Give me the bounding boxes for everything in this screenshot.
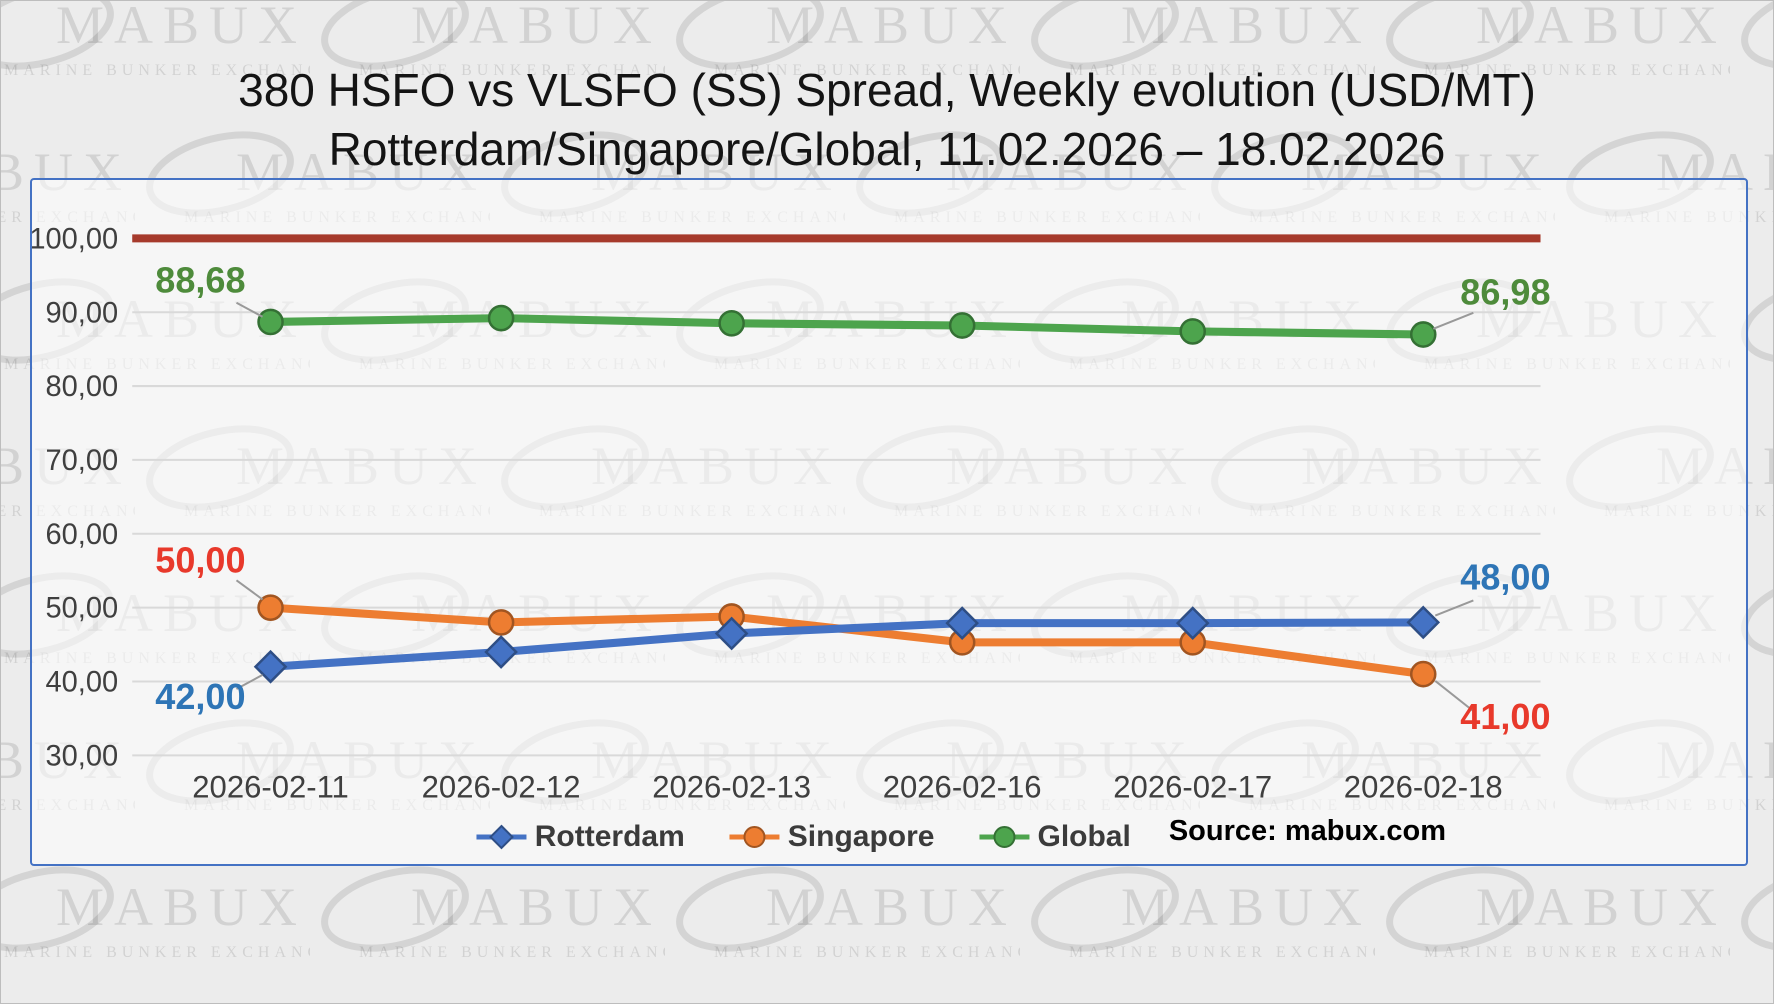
legend: Rotterdam Singapore Global (476, 820, 1131, 854)
svg-text:MARINE BUNKER EXCHANGE: MARINE BUNKER EXCHANGE (1424, 944, 1730, 961)
svg-text:MABUX: MABUX (1476, 877, 1727, 937)
singapore-circle-icon (729, 824, 781, 850)
svg-text:80,00: 80,00 (45, 371, 118, 403)
svg-text:2026-02-17: 2026-02-17 (1113, 770, 1272, 805)
svg-text:MARINE BUNKER EXCHANGE: MARINE BUNKER EXCHANGE (359, 944, 665, 961)
svg-text:2026-02-13: 2026-02-13 (652, 770, 811, 805)
chart-title-line2: Rotterdam/Singapore/Global, 11.02.2026 –… (328, 122, 1446, 175)
gridlines (132, 237, 1541, 757)
svg-text:2026-02-11: 2026-02-11 (192, 770, 349, 805)
svg-text:MABUX: MABUX (766, 0, 1017, 55)
svg-text:MARINE BUNKER EXCHANGE: MARINE BUNKER EXCHANGE (714, 944, 1020, 961)
legend-item-singapore: Singapore (729, 820, 935, 854)
svg-text:30,00: 30,00 (45, 740, 118, 772)
source-credit: Source: mabux.com (1168, 815, 1446, 847)
svg-text:MABUX: MABUX (56, 877, 307, 937)
svg-text:100,00: 100,00 (32, 223, 118, 255)
mabux-watermark: MABUX MARINE BUNKER EXCHANGE (0, 847, 334, 987)
spread-line-chart: 30,00 40,00 50,00 60,00 70,00 80,00 90,00 100,0… (32, 223, 1551, 805)
legend-item-global: Global (978, 820, 1131, 854)
svg-text:50,00: 50,00 (45, 593, 118, 625)
svg-text:MABUX: MABUX (56, 0, 307, 55)
svg-text:MARINE BUNKER EXCHANGE: MARINE BUNKER EXCHANGE (4, 944, 310, 961)
mabux-watermark: MABUX MARINE BUNKER EXCHANGE (315, 847, 689, 987)
data-label-rotterdam-end: 48,00 (1460, 556, 1550, 597)
data-label-rotterdam-start: 42,00 (155, 676, 245, 717)
x-axis-labels: 2026-02-11 2026-02-12 2026-02-13 2026-02-16… (192, 770, 1502, 805)
chart-title-line1: 380 HSFO vs VLSFO (SS) Spread, Weekly ev… (238, 63, 1536, 116)
chart-frame: 30,00 40,00 50,00 60,00 70,00 80,00 90,00 100,0… (30, 178, 1748, 866)
mabux-watermark: MABUX MARINE BUNKER EXCHANGE (670, 847, 1044, 987)
series-global (257, 304, 1437, 348)
svg-text:70,00: 70,00 (45, 445, 118, 477)
y-axis-labels: 30,00 40,00 50,00 60,00 70,00 80,00 90,00 100,0… (32, 223, 118, 772)
legend-label-singapore: Singapore (787, 820, 935, 853)
svg-text:40,00: 40,00 (45, 667, 118, 699)
svg-text:MABUX: MABUX (766, 877, 1017, 937)
legend-label-rotterdam: Rotterdam (534, 820, 685, 853)
series-singapore (257, 594, 1437, 688)
data-label-global-start: 88,68 (155, 260, 245, 301)
mabux-watermark: MABUX MARINE BUNKER EXCHANGE (1380, 847, 1754, 987)
svg-text:MABUX: MABUX (411, 0, 662, 55)
svg-text:60,00: 60,00 (45, 519, 118, 551)
svg-text:2026-02-16: 2026-02-16 (883, 770, 1042, 805)
data-label-global-end: 86,98 (1460, 272, 1550, 313)
page-title: 380 HSFO vs VLSFO (SS) Spread, Weekly ev… (0, 61, 1774, 179)
mabux-watermark: MABUX MARINE BUNKER EXCHANGE (1025, 847, 1399, 987)
data-label-singapore-end: 41,00 (1460, 696, 1550, 737)
svg-text:2026-02-18: 2026-02-18 (1344, 770, 1503, 805)
global-circle-icon (978, 824, 1030, 850)
data-labels: 42,00 48,00 50,00 41,00 88,68 86,98 (155, 260, 1550, 738)
svg-text:2026-02-12: 2026-02-12 (422, 770, 581, 805)
svg-text:MARINE BUNKER EXCHANGE: MARINE BUNKER EXCHANGE (1069, 944, 1375, 961)
svg-text:MABUX: MABUX (1121, 877, 1372, 937)
svg-text:MABUX: MABUX (411, 877, 662, 937)
legend-item-rotterdam: Rotterdam (476, 820, 685, 854)
rotterdam-diamond-icon (476, 824, 528, 850)
svg-text:MABUX: MABUX (1121, 0, 1372, 55)
svg-text:90,00: 90,00 (45, 297, 118, 329)
legend-label-global: Global (1037, 820, 1131, 853)
data-label-singapore-start: 50,00 (155, 539, 245, 580)
svg-text:MABUX: MABUX (1476, 0, 1727, 55)
series-rotterdam (253, 605, 1441, 684)
